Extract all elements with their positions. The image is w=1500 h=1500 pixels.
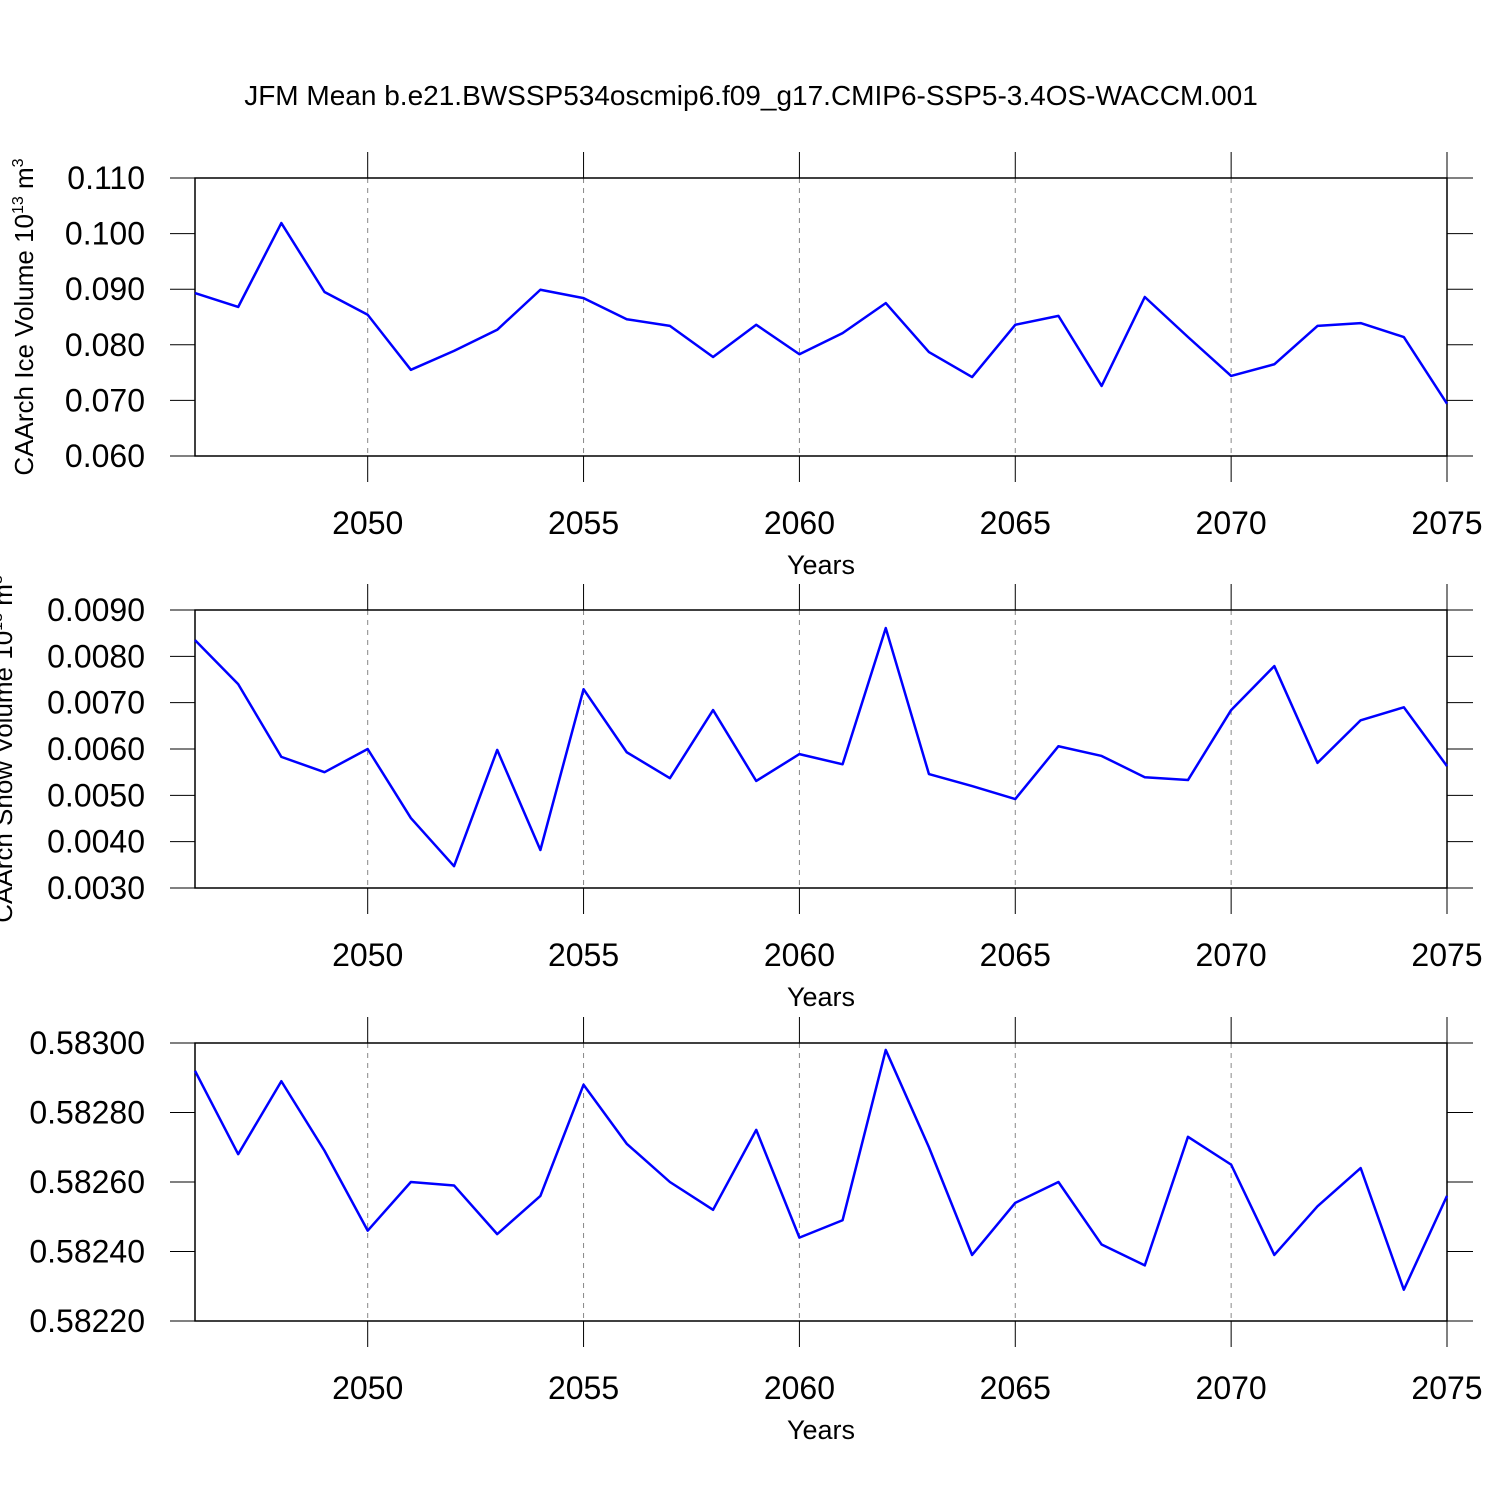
x-tick-label: 2060 (764, 505, 835, 541)
panel: 2050 2055 2060 2065 2070 2075 0.0030 0.0040 0.00… (0, 575, 1483, 1012)
y-axis-label-sup: 13 (0, 613, 6, 631)
y-axis-label: CAArch Ice Area 1013 m2 (0, 1040, 1, 1324)
y-axis-label: CAArch Ice Volume 1013 m3 (9, 158, 39, 475)
y-tick-label: 0.070 (65, 382, 145, 418)
x-tick-label: 2060 (764, 937, 835, 973)
x-tick-label: 2070 (1196, 505, 1267, 541)
x-tick-label: 2050 (332, 505, 403, 541)
y-tick-label: 0.080 (65, 327, 145, 363)
y-tick-label: 0.58260 (29, 1164, 145, 1200)
y-tick-label: 0.0030 (47, 870, 145, 906)
y-tick-label: 0.0090 (47, 592, 145, 628)
x-axis-label: Years (787, 550, 855, 580)
y-axis-label-sup: 3 (0, 575, 6, 584)
x-tick-label: 2075 (1411, 1370, 1482, 1406)
y-tick-label: 0.58220 (29, 1303, 145, 1339)
y-axis-label-text: CAArch Snow Volume 10 (0, 631, 18, 923)
x-tick-label: 2055 (548, 937, 619, 973)
y-axis-label-sup: 13 (10, 196, 27, 214)
y-tick-label: 0.58280 (29, 1095, 145, 1131)
panel: JFM Mean b.e21.BWSSP534oscmip6.f09_g17.C… (9, 80, 1483, 580)
y-tick-label: 0.090 (65, 271, 145, 307)
x-tick-label: 2065 (980, 505, 1051, 541)
y-tick-label: 0.0060 (47, 731, 145, 767)
data-line (194, 221, 1449, 405)
x-axis-label: Years (787, 982, 855, 1012)
y-tick-label: 0.060 (65, 438, 145, 474)
y-axis-label-sup: 3 (10, 158, 27, 167)
y-tick-label: 0.58240 (29, 1234, 145, 1270)
x-tick-label: 2070 (1196, 937, 1267, 973)
y-tick-label: 0.100 (65, 216, 145, 252)
x-tick-label: 2070 (1196, 1370, 1267, 1406)
y-tick-label: 0.0080 (47, 638, 145, 674)
x-tick-label: 2075 (1411, 505, 1482, 541)
x-tick-label: 2060 (764, 1370, 835, 1406)
y-tick-label: 0.110 (67, 160, 145, 196)
x-tick-label: 2055 (548, 505, 619, 541)
x-tick-label: 2050 (332, 1370, 403, 1406)
panel: 2050 2055 2060 2065 2070 2075 0.58220 0.58240 0.… (0, 1017, 1483, 1445)
x-tick-label: 2055 (548, 1370, 619, 1406)
x-tick-label: 2065 (980, 937, 1051, 973)
y-axis-label-unit: m (9, 167, 39, 196)
y-axis-label-text: CAArch Ice Area 10 (0, 1096, 1, 1324)
x-tick-label: 2065 (980, 1370, 1051, 1406)
data-line (194, 626, 1449, 868)
y-axis-label: CAArch Snow Volume 1013 m3 (0, 575, 18, 923)
y-axis-label-unit: m (0, 1049, 1, 1078)
chart-title: JFM Mean b.e21.BWSSP534oscmip6.f09_g17.C… (244, 80, 1258, 111)
x-axis-label: Years (787, 1415, 855, 1445)
y-tick-label: 0.0050 (47, 777, 145, 813)
data-line (193, 1048, 1449, 1291)
y-tick-label: 0.0040 (47, 824, 145, 860)
y-axis-label-unit: m (0, 584, 18, 613)
x-tick-label: 2050 (332, 937, 403, 973)
y-tick-label: 0.58300 (29, 1025, 145, 1061)
x-tick-label: 2075 (1411, 937, 1482, 973)
plot-frame (194, 1042, 1448, 1322)
y-tick-label: 0.0070 (47, 685, 145, 721)
plot-frame (194, 609, 1448, 889)
y-axis-label-text: CAArch Ice Volume 10 (9, 214, 39, 476)
plot-frame (194, 177, 1448, 457)
